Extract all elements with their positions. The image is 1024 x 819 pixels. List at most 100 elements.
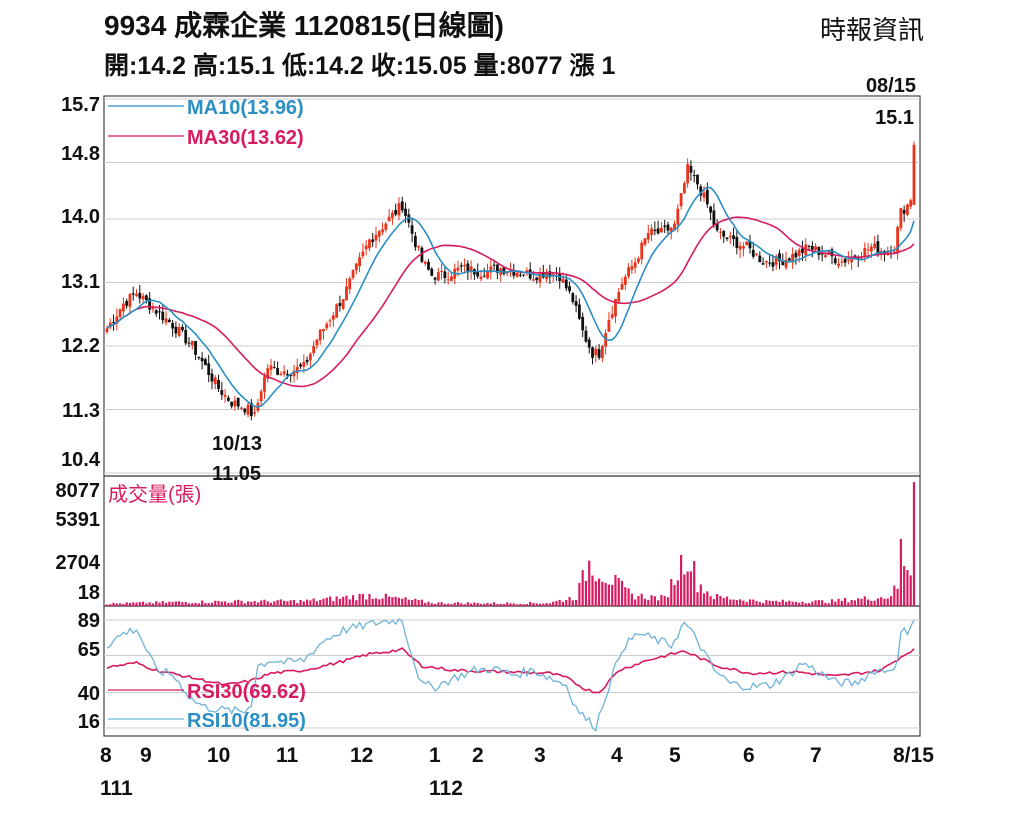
candle-body — [692, 175, 696, 177]
volume-bar — [381, 598, 384, 606]
candle-body — [433, 277, 437, 280]
rsi-panel-frame — [103, 605, 921, 737]
candle-body — [436, 272, 440, 281]
candle-body — [735, 236, 739, 249]
candle-body — [525, 270, 529, 273]
volume-bar — [689, 571, 693, 606]
candle-body — [144, 295, 148, 301]
candle-body — [318, 329, 322, 341]
candle-body — [456, 267, 460, 271]
candle-body — [348, 278, 352, 290]
volume-bar — [771, 600, 775, 606]
candle-body — [843, 258, 847, 263]
volume-bar — [712, 599, 715, 606]
candle-body — [118, 309, 122, 317]
volume-bar — [414, 598, 417, 606]
volume-bar — [456, 602, 460, 606]
candle-body — [676, 208, 680, 225]
volume-bar — [594, 581, 597, 606]
candle-body — [430, 268, 434, 276]
source-label: 時報資訊 — [819, 15, 924, 45]
volume-bar — [109, 604, 112, 606]
volume-bar — [912, 482, 916, 606]
volume-bar — [801, 601, 804, 606]
volume-bar — [345, 595, 348, 606]
candle-body — [620, 283, 624, 290]
low-value-annotation: 11.05 — [212, 463, 261, 485]
volume-bar — [256, 602, 260, 606]
candle-body — [148, 298, 152, 310]
x-tick: 8/15 — [893, 744, 934, 767]
candle-body — [791, 253, 795, 263]
volume-bar — [542, 603, 545, 606]
volume-bar — [604, 582, 607, 606]
candle-body — [417, 246, 421, 248]
candle-body — [850, 256, 854, 263]
volume-bar — [502, 603, 506, 606]
candle-body — [518, 274, 522, 276]
candle-body — [397, 203, 401, 216]
candle-body — [830, 249, 834, 257]
volume-bar — [207, 603, 210, 606]
volume-bar — [473, 602, 476, 606]
candle-body — [479, 276, 483, 280]
volume-bar — [637, 596, 640, 606]
year-label: 111 — [100, 777, 133, 800]
candle-body — [617, 291, 621, 302]
candle-body — [302, 362, 306, 368]
candle-body — [594, 348, 598, 356]
candle-body — [299, 364, 302, 367]
candle-body — [469, 266, 473, 272]
candle-body — [476, 271, 480, 277]
x-tick: 6 — [743, 744, 755, 767]
volume-bar — [804, 603, 807, 606]
candle-body — [719, 231, 722, 233]
volume-bar — [433, 603, 437, 606]
candle-body — [331, 315, 335, 320]
volume-bar — [145, 603, 148, 606]
candle-body — [840, 261, 844, 263]
volume-bar — [420, 599, 424, 606]
volume-bar — [476, 602, 479, 606]
price-panel-frame — [103, 95, 921, 477]
volume-panel-frame — [103, 475, 921, 607]
volume-bar — [440, 602, 443, 606]
volume-bar — [214, 600, 217, 606]
candle-body — [656, 228, 660, 234]
candle-body — [354, 263, 358, 271]
candle-body — [272, 367, 276, 369]
volume-bar — [388, 596, 391, 606]
volume-bar — [732, 599, 735, 606]
volume-bar — [394, 596, 397, 606]
volume-bar — [781, 599, 784, 606]
candle-body — [512, 270, 516, 276]
candle-body — [604, 333, 608, 347]
candle-body — [607, 319, 611, 332]
volume-bar — [378, 599, 381, 606]
volume-bar — [653, 596, 656, 606]
volume-bar — [246, 601, 250, 606]
volume-bar — [450, 604, 453, 606]
volume-bar — [735, 600, 738, 606]
candle-body — [420, 247, 424, 262]
volume-bar — [889, 596, 893, 606]
x-tick: 9 — [140, 744, 152, 767]
candle-body — [807, 245, 811, 247]
volume-bar — [178, 601, 181, 606]
candle-body — [899, 207, 903, 229]
volume-bar — [338, 598, 342, 606]
candle-body — [154, 310, 158, 314]
volume-bar — [148, 602, 151, 606]
volume-bar — [240, 600, 243, 606]
volume-bar — [535, 603, 538, 606]
volume-bar — [384, 593, 387, 606]
price-tick: 14.0 — [61, 206, 100, 228]
volume-bar — [899, 538, 902, 606]
candle-body — [384, 223, 388, 230]
candle-body — [574, 301, 578, 306]
volume-tick: 5391 — [56, 509, 101, 531]
volume-bar — [135, 602, 138, 606]
candle-body — [325, 323, 329, 329]
rsi30-line — [106, 647, 915, 694]
candle-body — [495, 264, 499, 273]
